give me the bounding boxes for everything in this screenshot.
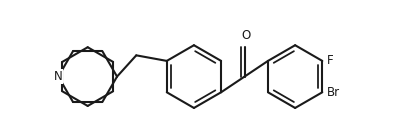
Text: F: F [328,54,334,67]
Text: Br: Br [328,86,340,99]
Text: O: O [242,29,251,42]
Text: N: N [54,70,63,83]
